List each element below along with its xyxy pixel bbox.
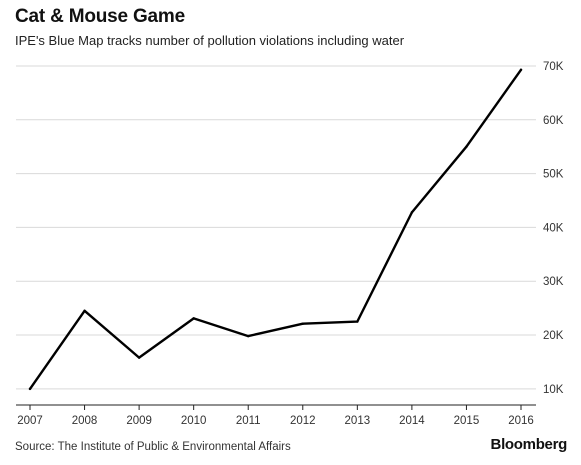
data-point: [301, 322, 304, 325]
y-tick-label: 50K: [543, 169, 564, 181]
y-axis-ticks: 10K 20K 30K 40K 50K 60K 70K: [543, 61, 564, 396]
data-point: [465, 145, 468, 148]
y-tick-label: 30K: [543, 276, 564, 288]
x-tick-label: 2013: [345, 415, 371, 427]
chart-subtitle: IPE's Blue Map tracks number of pollutio…: [15, 33, 405, 48]
y-tick-label: 70K: [543, 61, 564, 73]
data-point: [410, 211, 414, 214]
data-point: [519, 68, 523, 71]
data-point: [247, 334, 250, 338]
y-tick-label: 20K: [543, 330, 564, 342]
data-point: [137, 356, 141, 359]
data-point: [356, 320, 359, 323]
x-tick-label: 2016: [508, 415, 534, 427]
y-tick-label: 40K: [543, 222, 564, 234]
x-tick-label: 2010: [181, 415, 207, 427]
x-tick-label: 2015: [454, 415, 480, 427]
series-lines: [28, 68, 523, 391]
chart-title: Cat & Mouse Game: [15, 6, 185, 27]
y-tick-label: 10K: [543, 384, 564, 396]
source-note: Source: The Institute of Public & Enviro…: [15, 441, 291, 453]
x-tick-label: 2014: [399, 415, 425, 427]
bloomberg-logo: Bloomberg: [490, 436, 568, 453]
x-tick-label: 2011: [236, 415, 261, 427]
y-tick-label: 60K: [543, 115, 564, 127]
x-axis: 2007 2008 2009 2010 2011 2012 2013 2014 2015 2016: [16, 404, 536, 427]
x-tick-label: 2007: [17, 415, 43, 427]
series-line: [28, 68, 523, 391]
x-tick-label: 2009: [126, 415, 152, 427]
x-tick-label: 2012: [290, 415, 316, 427]
data-point: [83, 309, 86, 313]
gridlines: [16, 65, 536, 390]
data-point: [192, 317, 195, 320]
data-point: [28, 387, 32, 391]
x-tick-label: 2008: [72, 415, 98, 427]
